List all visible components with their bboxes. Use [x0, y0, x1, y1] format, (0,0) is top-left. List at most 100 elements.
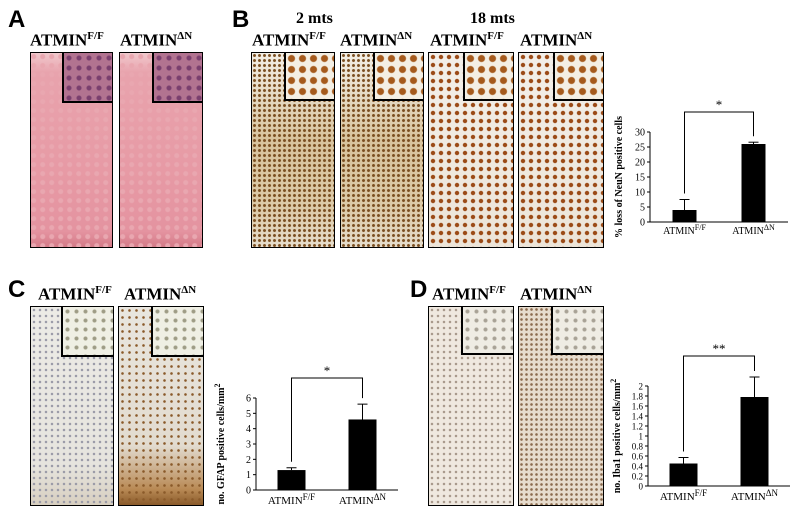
category-label: ATMINF/F: [268, 492, 315, 507]
y-tick-label: 5: [246, 409, 251, 420]
genotype-sup: ΔN: [177, 30, 193, 42]
y-tick-label: 1.8: [632, 392, 644, 402]
panel-b-ko-label-old: ATMINΔN: [520, 30, 592, 51]
y-tick-label: 0.4: [632, 462, 644, 472]
panel-c-ctrl-label: ATMINF/F: [38, 284, 112, 305]
category-label: ATMINF/F: [663, 223, 706, 237]
y-tick-label: 10: [635, 188, 645, 199]
panel-d-ctrl-label: ATMINF/F: [432, 284, 506, 305]
bar: [277, 470, 306, 490]
panel-b-ko-label-young: ATMINΔN: [340, 30, 412, 51]
y-axis-label-sup: 2: [610, 379, 618, 383]
y-tick-label: 1.4: [632, 412, 644, 422]
timepoint-18-months: 18 mts: [470, 10, 515, 27]
genotype-sup: F/F: [87, 30, 104, 42]
significance-label: *: [324, 363, 331, 378]
category-label-sup: F/F: [695, 488, 708, 498]
micrograph-c-control: [30, 306, 114, 506]
significance-label: *: [716, 97, 723, 112]
y-tick-label: 0: [640, 218, 645, 229]
panel-letter-d: D: [410, 276, 428, 303]
genotype-sup: ΔN: [397, 30, 413, 42]
micrograph-c-knockout: [118, 306, 204, 506]
y-axis-label: no. Iba1 positive cells/mm2: [610, 379, 623, 494]
micrograph-inset: [151, 307, 203, 357]
category-label-sup: ΔN: [766, 488, 779, 498]
panel-b-ctrl-label-young: ATMINF/F: [252, 30, 326, 51]
genotype-name: ATMIN: [124, 284, 182, 304]
y-tick-label: 0.2: [632, 472, 643, 482]
genotype-name: ATMIN: [120, 30, 178, 50]
y-tick-label: 2: [639, 382, 644, 392]
y-tick-label: 30: [635, 128, 645, 139]
genotype-name: ATMIN: [30, 30, 88, 50]
chart-c: 0 1 2 3 4 5 6 no. GFAP positive cells/mm2 ATMINF…: [213, 363, 398, 507]
genotype-name: ATMIN: [430, 30, 488, 50]
micrograph-b-young-knockout: [340, 52, 424, 248]
category-label: ATMINΔN: [731, 488, 779, 503]
micrograph-inset: [463, 53, 513, 101]
y-tick-label: 3: [246, 440, 251, 451]
y-tick-label: 1: [246, 470, 251, 481]
micrograph-b-old-knockout: [518, 52, 604, 248]
y-tick-label: 4: [246, 424, 251, 435]
bar: [740, 397, 769, 486]
genotype-name: ATMIN: [520, 30, 578, 50]
panel-a-ctrl-label: ATMINF/F: [30, 30, 104, 51]
category-label-sup: ΔN: [764, 223, 775, 232]
micrograph-inset: [61, 307, 113, 357]
micrograph-a-knockout: [119, 52, 203, 248]
bar: [672, 210, 697, 222]
genotype-name: ATMIN: [340, 30, 398, 50]
micrograph-inset: [152, 53, 202, 103]
bar: [741, 144, 766, 222]
y-tick-label: 6: [246, 394, 251, 405]
significance-bracket: [291, 377, 363, 462]
y-tick-label: 2: [246, 455, 251, 466]
genotype-sup: F/F: [487, 30, 504, 42]
micrograph-b-young-control: [251, 52, 335, 248]
panel-d-ko-label: ATMINΔN: [520, 284, 592, 305]
micrograph-a-control: [30, 52, 113, 248]
micrograph-inset: [553, 53, 603, 101]
bar: [348, 419, 377, 490]
y-tick-label: 1.2: [632, 422, 643, 432]
genotype-sup: ΔN: [577, 30, 593, 42]
timepoint-2-months: 2 mts: [296, 10, 333, 27]
genotype-name: ATMIN: [252, 30, 310, 50]
y-tick-label: 1: [639, 432, 644, 442]
panel-b-ctrl-label-old: ATMINF/F: [430, 30, 504, 51]
y-tick-label: 0.6: [632, 452, 644, 462]
category-label: ATMINF/F: [660, 488, 707, 503]
category-label-sup: ΔN: [374, 492, 387, 502]
genotype-name: ATMIN: [38, 284, 96, 304]
significance-label: **: [713, 341, 726, 356]
micrograph-inset: [284, 53, 334, 101]
y-tick-label: 25: [635, 143, 645, 154]
bar: [669, 463, 698, 486]
category-label: ATMINΔN: [732, 223, 775, 237]
micrograph-inset: [62, 53, 112, 103]
micrograph-inset: [461, 307, 513, 355]
micrograph-b-old-control: [428, 52, 514, 248]
category-label: ATMINΔN: [339, 492, 387, 507]
micrograph-d-knockout: [518, 306, 604, 506]
genotype-name: ATMIN: [520, 284, 578, 304]
genotype-sup: ΔN: [577, 284, 593, 296]
y-tick-label: 5: [640, 203, 645, 214]
y-tick-label: 0: [639, 482, 644, 492]
panel-c-ko-label: ATMINΔN: [124, 284, 196, 305]
genotype-sup: F/F: [489, 284, 506, 296]
y-tick-label: 15: [635, 173, 645, 184]
genotype-sup: F/F: [309, 30, 326, 42]
panel-letter-c: C: [8, 276, 26, 303]
y-tick-label: 0: [246, 486, 251, 497]
category-label-sup: F/F: [303, 492, 316, 502]
chart-b: 0 5 10 15 20 25 30 % loss of NeuN positive cell…: [614, 97, 788, 238]
panel-a-ko-label: ATMINΔN: [120, 30, 192, 51]
micrograph-d-control: [428, 306, 514, 506]
y-tick-label: 1.6: [632, 402, 644, 412]
genotype-sup: F/F: [95, 284, 112, 296]
y-tick-label: 0.8: [632, 442, 644, 452]
